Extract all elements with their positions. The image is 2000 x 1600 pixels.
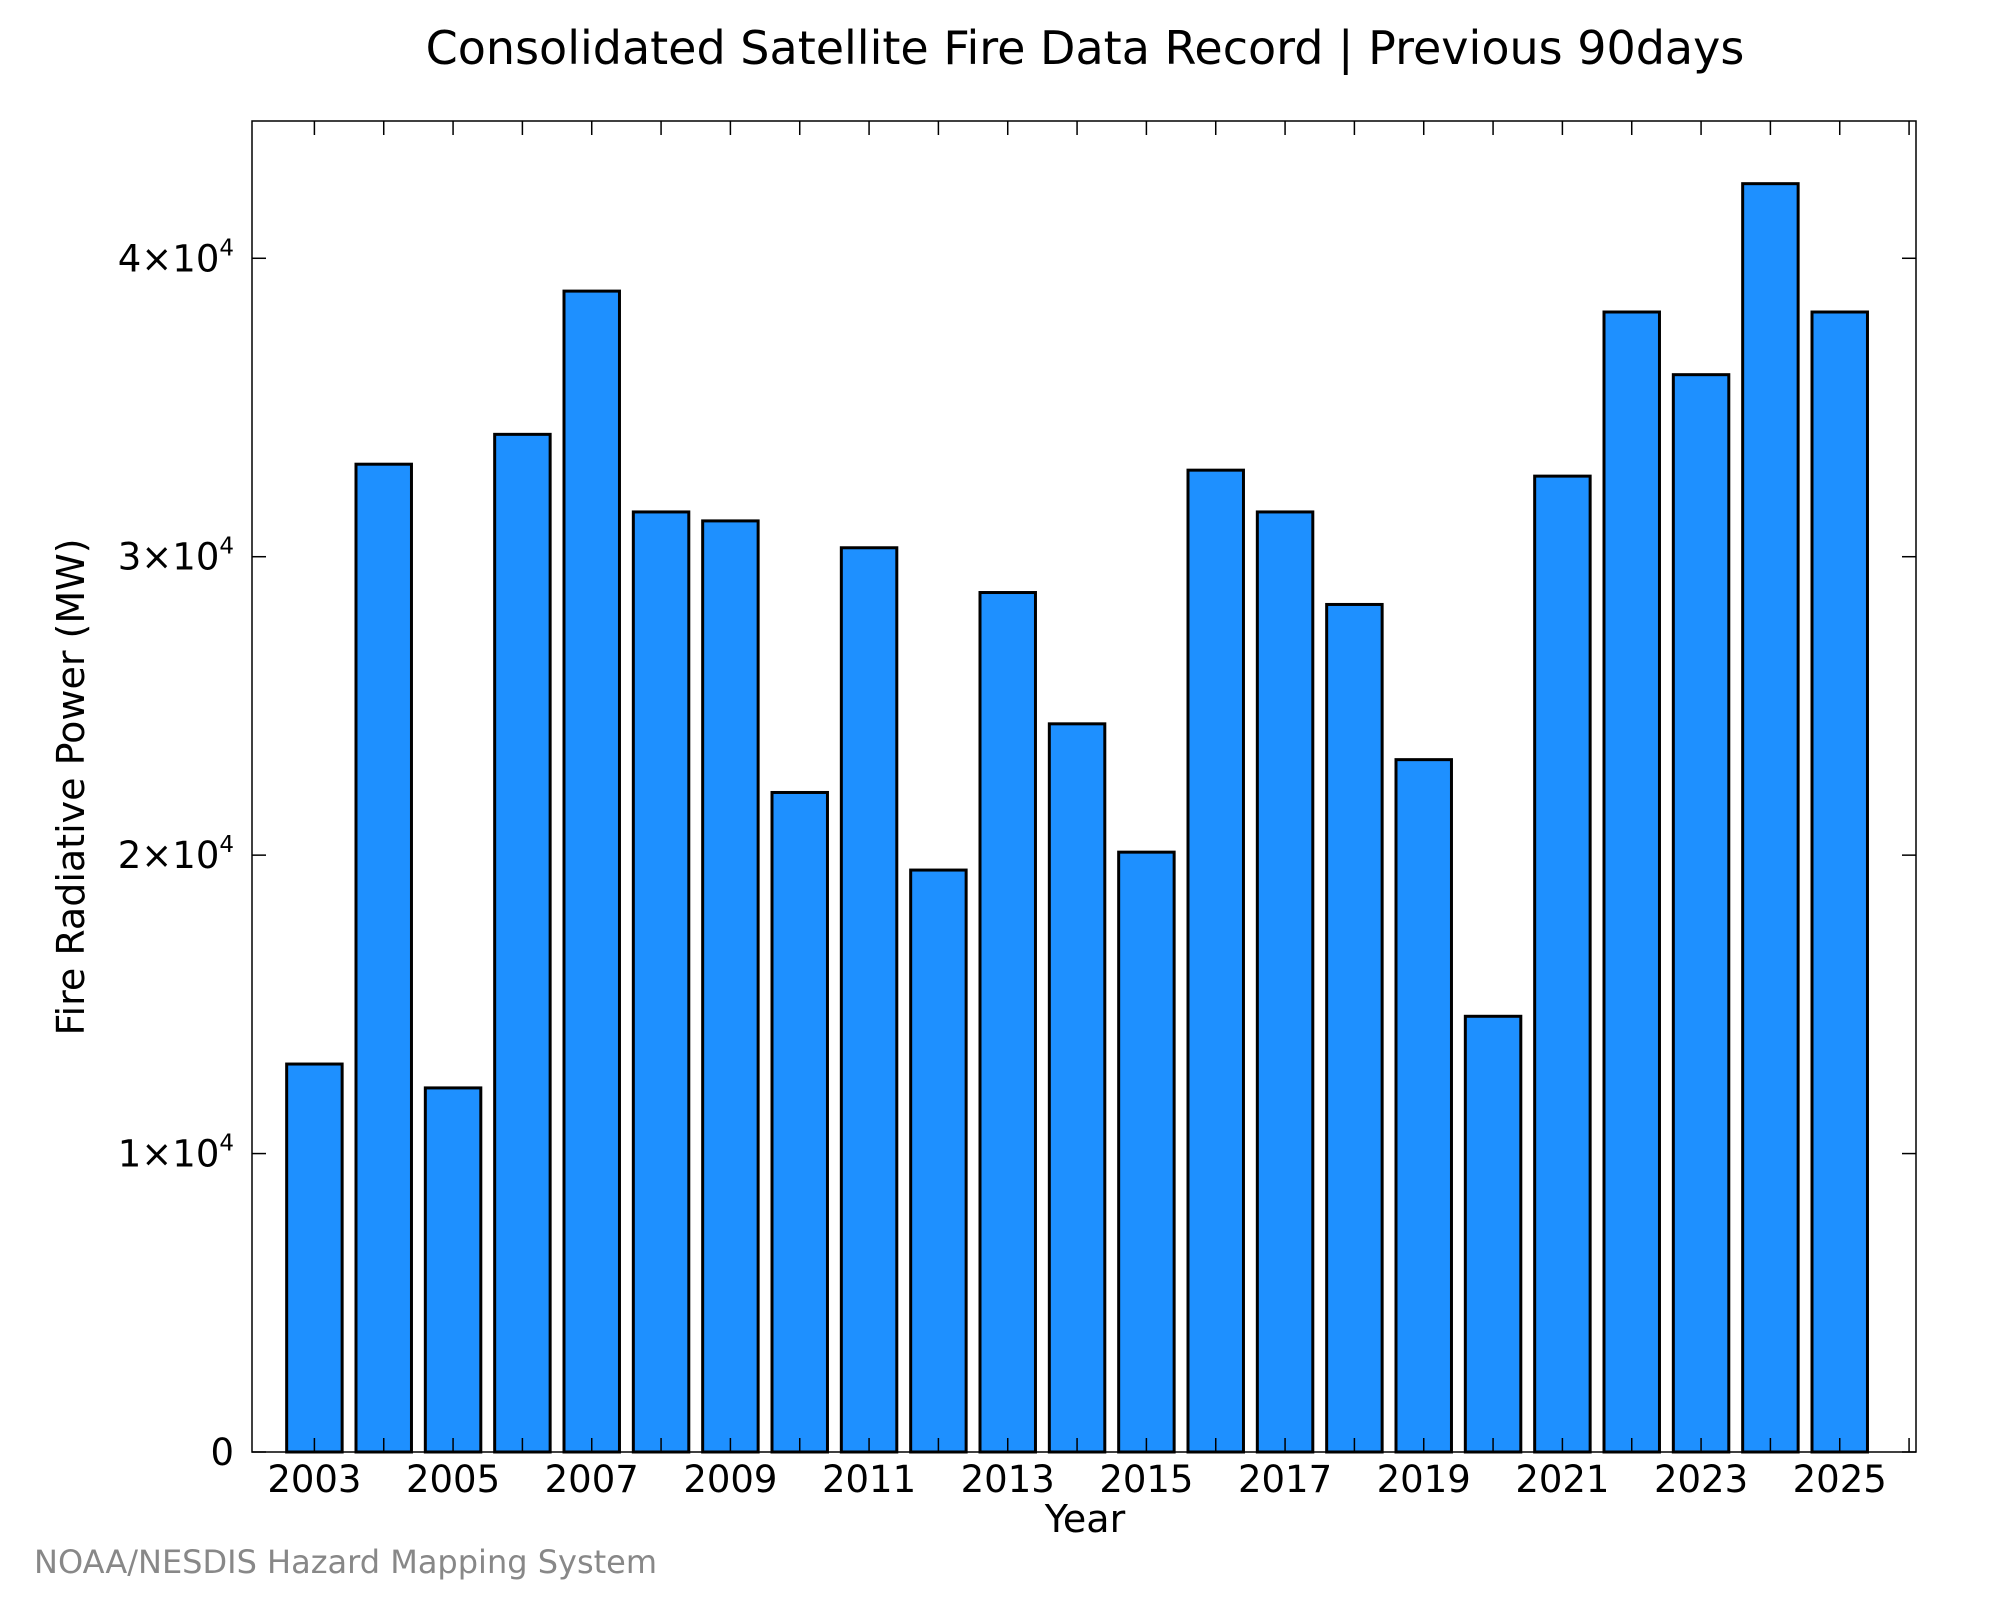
x-tick-label: 2011 xyxy=(822,1458,916,1501)
x-tick-label: 2003 xyxy=(267,1458,361,1501)
bar-2015 xyxy=(1117,850,1176,1454)
bar-2020 xyxy=(1463,1014,1523,1454)
x-tick-label: 2009 xyxy=(683,1458,777,1501)
bar-2008 xyxy=(631,510,691,1454)
x-tick-label: 2013 xyxy=(961,1458,1055,1501)
y-tick-label: 0 xyxy=(210,1431,234,1474)
chart-title: Consolidated Satellite Fire Data Record … xyxy=(426,21,1745,76)
bar-2024 xyxy=(1741,182,1800,1454)
bar-2023 xyxy=(1671,373,1731,1454)
bar-2022 xyxy=(1602,310,1661,1454)
bar-2006 xyxy=(493,432,552,1454)
bar-2011 xyxy=(839,546,899,1454)
bar-2016 xyxy=(1186,468,1245,1454)
y-tick-label: 3×104 xyxy=(118,534,234,579)
y-tick-label: 1×104 xyxy=(118,1131,234,1176)
bar-2021 xyxy=(1533,474,1592,1454)
bar-2017 xyxy=(1255,510,1315,1454)
bar-2005 xyxy=(423,1086,483,1454)
x-tick-label: 2019 xyxy=(1377,1458,1471,1501)
x-tick-label: 2015 xyxy=(1099,1458,1193,1501)
x-tick-label: 2007 xyxy=(545,1458,639,1501)
axes-group xyxy=(251,120,1917,1453)
bar-2009 xyxy=(701,519,760,1454)
bars-group xyxy=(285,182,1869,1454)
y-tick-label: 2×104 xyxy=(118,832,234,877)
bar-2013 xyxy=(978,591,1037,1454)
bar-2007 xyxy=(562,289,621,1454)
x-tick-label: 2017 xyxy=(1238,1458,1332,1501)
bar-2018 xyxy=(1325,602,1384,1454)
bar-2025 xyxy=(1810,310,1869,1454)
bar-2004 xyxy=(354,462,413,1454)
x-tick-label: 2023 xyxy=(1654,1458,1748,1501)
plot-frame xyxy=(251,120,1917,1453)
ticks-group: 2003 2005 2007 2009 2011 2013 2015 2017 2019 2021… xyxy=(118,121,1916,1501)
bar-2019 xyxy=(1394,758,1453,1454)
bar-2012 xyxy=(909,868,968,1454)
y-tick-label: 4×104 xyxy=(118,235,234,280)
bar-2010 xyxy=(770,790,829,1454)
credit-text: NOAA/NESDIS Hazard Mapping System xyxy=(34,1543,657,1581)
x-tick-label: 2005 xyxy=(406,1458,500,1501)
bar-2003 xyxy=(285,1062,344,1454)
x-tick-label: 2021 xyxy=(1515,1458,1609,1501)
bar-2014 xyxy=(1047,722,1107,1454)
x-tick-label: 2025 xyxy=(1793,1458,1887,1501)
y-axis-label: Fire Radiative Power (MW) xyxy=(49,538,93,1035)
x-axis-label: Year xyxy=(1044,1497,1126,1541)
